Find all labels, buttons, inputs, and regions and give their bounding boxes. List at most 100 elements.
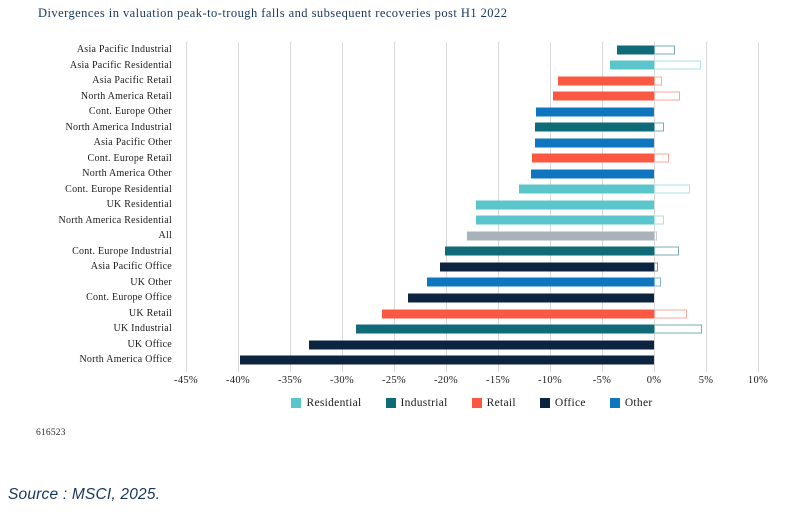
bar-row [186, 337, 758, 353]
x-tick-label: -15% [486, 375, 510, 386]
bar-row [186, 42, 758, 58]
fall-bar [536, 107, 654, 117]
fall-bar [439, 262, 654, 272]
bar-row [186, 306, 758, 322]
category-label: Asia Pacific Other [93, 137, 172, 149]
category-label: Cont. Europe Residential [65, 183, 172, 195]
recovery-bar [654, 184, 691, 194]
category-label: North America Industrial [65, 121, 172, 133]
fall-bar [532, 153, 654, 163]
x-tick-label: -25% [382, 375, 406, 386]
recovery-bar [654, 76, 663, 86]
bar-row [186, 352, 758, 368]
x-tick-label: 5% [698, 375, 714, 386]
category-label: North America Office [79, 354, 172, 366]
bar-row [186, 120, 758, 136]
fall-bar [476, 200, 654, 210]
gridline [758, 42, 759, 372]
fall-bar [476, 215, 654, 225]
fall-bar [553, 91, 654, 101]
bar-row [186, 58, 758, 74]
bar-row [186, 228, 758, 244]
fall-bar [535, 138, 654, 148]
bar-row [186, 166, 758, 182]
bar-row [186, 321, 758, 337]
recovery-bar [654, 91, 680, 101]
bar-row [186, 259, 758, 275]
x-tick-label: -35% [278, 375, 302, 386]
recovery-bar [654, 309, 688, 319]
legend-swatch-icon [471, 398, 482, 408]
category-label: Cont. Europe Office [86, 292, 172, 304]
legend-label: Retail [486, 397, 516, 409]
x-tick-label: 0% [646, 375, 662, 386]
legend-label: Other [624, 397, 653, 409]
legend-label: Industrial [400, 397, 448, 409]
category-label: Asia Pacific Retail [92, 75, 172, 87]
recovery-bar [654, 231, 658, 241]
category-label: North America Other [82, 168, 172, 180]
figure-number: 616523 [36, 428, 66, 438]
recovery-bar [654, 153, 669, 163]
category-label: UK Other [130, 276, 172, 288]
bar-row [186, 73, 758, 89]
category-label: Asia Pacific Office [90, 261, 172, 273]
legend-item-retail: Retail [471, 397, 516, 409]
category-label: North America Residential [58, 214, 172, 226]
x-axis: -45% -40% -35% -30% -25% -20% -15% -10% -5% 0% 5% 1… [174, 375, 768, 389]
category-label: UK Industrial [113, 323, 172, 335]
legend-swatch-icon [539, 398, 550, 408]
category-label: UK Residential [106, 199, 172, 211]
x-tick-label: -10% [538, 375, 562, 386]
fall-bar [535, 122, 654, 132]
category-label: UK Office [127, 338, 172, 350]
x-tick-label: -45% [174, 375, 198, 386]
legend: Residential Industrial Retail Office Other [186, 397, 758, 409]
category-label: North America Retail [80, 90, 172, 102]
fall-bar [518, 184, 654, 194]
category-label: Cont. Europe Other [88, 106, 172, 118]
fall-bar [427, 277, 654, 287]
recovery-bar [654, 45, 675, 55]
bar-row [186, 275, 758, 291]
category-label: Cont. Europe Industrial [72, 245, 172, 257]
fall-bar [531, 169, 654, 179]
recovery-bar [654, 215, 665, 225]
recovery-bar [654, 262, 659, 272]
legend-item-residential: Residential [291, 397, 361, 409]
category-label: All [158, 230, 172, 242]
x-tick-label: -40% [226, 375, 250, 386]
legend-swatch-icon [609, 398, 620, 408]
fall-bar [355, 324, 654, 334]
legend-swatch-icon [385, 398, 396, 408]
recovery-bar [654, 122, 665, 132]
bar-row [186, 135, 758, 151]
plot-area [186, 42, 759, 372]
bar-row [186, 89, 758, 105]
fall-bar [466, 231, 654, 241]
legend-label: Office [554, 397, 586, 409]
source-note: Source : MSCI, 2025. [8, 486, 161, 503]
recovery-bar [654, 246, 679, 256]
bar-row [186, 182, 758, 198]
legend-item-industrial: Industrial [385, 397, 448, 409]
bar-row [186, 213, 758, 229]
x-tick-label: 10% [747, 375, 769, 386]
fall-bar [308, 340, 654, 350]
fall-bar [407, 293, 654, 303]
fall-bar [558, 76, 654, 86]
fall-bar [616, 45, 654, 55]
legend-swatch-icon [291, 398, 302, 408]
fall-bar [444, 246, 654, 256]
category-label: Asia Pacific Industrial [76, 44, 172, 55]
chart-title: Divergences in valuation peak-to-trough … [38, 6, 508, 20]
x-tick-label: -30% [330, 375, 354, 386]
x-tick-label: -20% [434, 375, 458, 386]
x-tick-label: -5% [592, 375, 612, 386]
recovery-bar [654, 324, 702, 334]
bar-row [186, 244, 758, 260]
bar-rows [186, 42, 758, 368]
recovery-bar [654, 277, 662, 287]
bar-row [186, 151, 758, 167]
